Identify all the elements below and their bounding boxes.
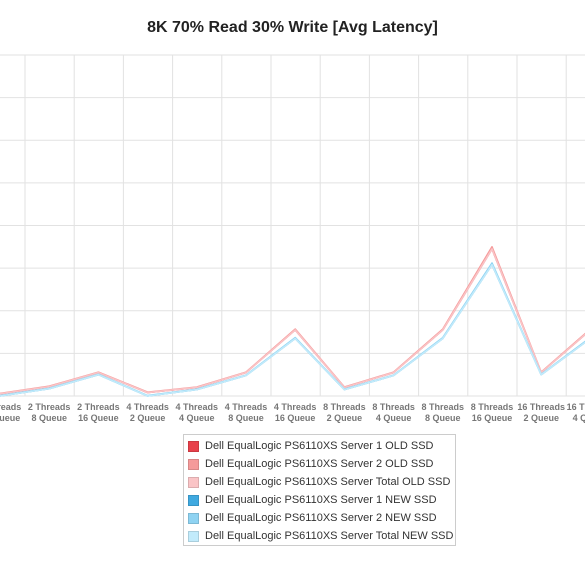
x-tick-label: 4 Threads 8 Queue <box>225 402 268 423</box>
legend-item[interactable]: Dell EqualLogic PS6110XS Server 2 OLD SS… <box>188 455 455 473</box>
legend-item[interactable]: Dell EqualLogic PS6110XS Server 1 NEW SS… <box>188 491 455 509</box>
legend-label: Dell EqualLogic PS6110XS Server 2 OLD SS… <box>205 458 434 470</box>
x-tick-label: 2 Threads 16 Queue <box>77 402 120 423</box>
legend-item[interactable]: Dell EqualLogic PS6110XS Server Total OL… <box>188 473 455 491</box>
x-tick-label: 8 Threads 2 Queue <box>323 402 366 423</box>
legend-label: Dell EqualLogic PS6110XS Server Total NE… <box>205 530 454 542</box>
legend-swatch <box>188 512 199 524</box>
x-tick-label: 8 Threads 4 Queue <box>372 402 415 423</box>
x-tick-label: 16 Threads 2 Queue <box>517 402 565 423</box>
legend: Dell EqualLogic PS6110XS Server 1 OLD SS… <box>183 434 456 546</box>
legend-label: Dell EqualLogic PS6110XS Server 1 NEW SS… <box>205 494 437 506</box>
legend-item[interactable]: Dell EqualLogic PS6110XS Server 2 NEW SS… <box>188 509 455 527</box>
series-line-6 <box>0 263 585 397</box>
x-tick-label: 2 Threads 8 Queue <box>28 402 71 423</box>
x-tick-label: 4 Threads 16 Queue <box>274 402 317 423</box>
legend-swatch <box>188 530 199 542</box>
grid-lines <box>0 54 585 397</box>
legend-swatch <box>188 476 199 488</box>
x-tick-label: 8 Threads 16 Queue <box>471 402 514 423</box>
legend-label: Dell EqualLogic PS6110XS Server Total OL… <box>205 476 451 488</box>
x-tick-label: 4 Threads 2 Queue <box>126 402 169 423</box>
legend-swatch <box>188 458 199 470</box>
chart-title: 8K 70% Read 30% Write [Avg Latency] <box>147 19 438 36</box>
legend-item[interactable]: Dell EqualLogic PS6110XS Server Total NE… <box>188 527 455 545</box>
series-line-2 <box>0 246 585 395</box>
legend-label: Dell EqualLogic PS6110XS Server 1 OLD SS… <box>205 440 434 452</box>
x-tick-label: 4 Threads 4 Queue <box>176 402 219 423</box>
legend-item[interactable]: Dell EqualLogic PS6110XS Server 1 OLD SS… <box>188 437 455 455</box>
legend-swatch <box>188 440 199 452</box>
series-line-1 <box>0 248 585 395</box>
series-lines <box>0 246 585 397</box>
x-tick-label: 8 Threads 8 Queue <box>422 402 465 423</box>
legend-label: Dell EqualLogic PS6110XS Server 2 NEW SS… <box>205 512 437 524</box>
legend-swatch <box>188 494 199 506</box>
series-line-3 <box>0 248 585 395</box>
